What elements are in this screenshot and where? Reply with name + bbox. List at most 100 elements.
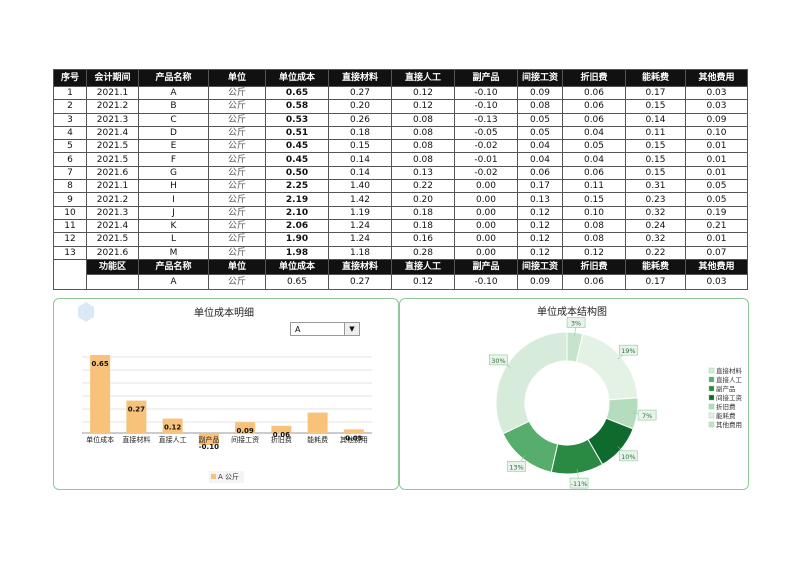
table-cell: 0.12 — [517, 245, 563, 260]
function-header-cell: 单位成本 — [265, 258, 329, 275]
table-cell: 1.18 — [328, 245, 392, 260]
table-cell: 2021.3 — [86, 112, 139, 127]
table-row: 10 2021.3 J 公斤 2.10 1.19 0.18 0.00 0.12 0.10 0.32 0… — [53, 205, 748, 220]
table-cell: 公斤 — [208, 139, 266, 154]
table-cell: 0.22 — [391, 179, 455, 194]
table-cell: 13 — [53, 245, 87, 260]
function-header-row: 功能区 产品名称 单位 单位成本 直接材料 直接人工 副产品 间接工资 折旧费 … — [53, 258, 748, 290]
table-cell: 0.12 — [391, 99, 455, 114]
table-cell: 1.40 — [328, 179, 392, 194]
table-cell: 0.00 — [454, 205, 518, 220]
table-cell: 2021.2 — [86, 99, 139, 114]
table-cell: 0.23 — [625, 192, 686, 207]
table-cell: 公斤 — [208, 245, 266, 260]
table-row: 9 2021.2 I 公斤 2.19 1.42 0.20 0.00 0.13 0.15 0.23 0.… — [53, 192, 748, 207]
table-cell: 2021.1 — [86, 179, 139, 194]
column-header: 序号 — [53, 69, 87, 87]
table-cell: 2 — [53, 99, 87, 114]
function-blank-cell — [53, 258, 87, 290]
table-cell: 0.51 — [265, 125, 329, 141]
table-cell: 0.32 — [625, 205, 686, 220]
donut-chart-panel — [399, 298, 749, 490]
table-cell: 0.12 — [562, 245, 626, 260]
table-cell: 0.01 — [685, 232, 748, 247]
table-cell: 0.10 — [562, 205, 626, 220]
table-cell: 0.07 — [685, 245, 748, 260]
table-cell: -0.10 — [454, 99, 518, 114]
table-cell: 2021.3 — [86, 205, 139, 220]
table-cell: 2.06 — [265, 218, 329, 234]
table-cell: 0.03 — [685, 99, 748, 114]
table-cell: 0.00 — [454, 245, 518, 260]
table-cell: 1.42 — [328, 192, 392, 207]
table-cell: 2.10 — [265, 205, 329, 220]
table-cell: 0.45 — [265, 152, 329, 167]
function-value-cell: -0.10 — [454, 273, 518, 290]
function-value-cell: 0.65 — [265, 273, 329, 290]
table-cell: 0.12 — [517, 232, 563, 247]
table-cell: 公斤 — [208, 125, 266, 141]
product-select[interactable]: A ▼ — [290, 322, 360, 336]
table-cell: 0.15 — [328, 139, 392, 154]
table-cell: -0.10 — [454, 85, 518, 101]
table-cell: 2021.6 — [86, 165, 139, 181]
table-cell: 0.53 — [265, 112, 329, 127]
table-cell: 公斤 — [208, 99, 266, 114]
table-cell: 0.12 — [517, 218, 563, 234]
table-cell: 4 — [53, 125, 87, 141]
table-cell: 0.14 — [625, 112, 686, 127]
table-cell: 0.06 — [562, 85, 626, 101]
table-cell: 0.08 — [517, 99, 563, 114]
table-cell: 1 — [53, 85, 87, 101]
table-cell: 0.11 — [625, 125, 686, 141]
bar-chart-title: 单位成本明细 — [194, 308, 254, 319]
table-cell: 11 — [53, 218, 87, 234]
table-cell: 5 — [53, 139, 87, 154]
table-cell: 6 — [53, 152, 87, 167]
table-cell: 0.18 — [391, 218, 455, 234]
table-cell: 公斤 — [208, 192, 266, 207]
table-cell: 公斤 — [208, 218, 266, 234]
table-cell: 0.11 — [562, 179, 626, 194]
table-cell: 0.03 — [685, 85, 748, 101]
function-value-cell: 0.27 — [328, 273, 392, 290]
table-cell: -0.13 — [454, 112, 518, 127]
column-header: 单位成本 — [265, 69, 329, 87]
function-value-cell: 0.06 — [562, 273, 626, 290]
function-header-cell: 单位 — [208, 258, 266, 275]
table-cell: -0.02 — [454, 165, 518, 181]
table-cell: 0.19 — [685, 205, 748, 220]
hexagon-shape-icon — [78, 302, 94, 322]
table-cell: 0.14 — [328, 152, 392, 167]
table-row: 7 2021.6 G 公斤 0.50 0.14 0.13 -0.02 0.06 0.06 0.15 0… — [53, 165, 748, 181]
table-row: 13 2021.6 M 公斤 1.98 1.18 0.28 0.00 0.12 0.12 0.22 0… — [53, 245, 748, 260]
cost-table: 序号 会计期间 产品名称 单位 单位成本 直接材料 直接人工 副产品 间接工资 折旧费 能耗费 其他费… — [53, 69, 748, 290]
table-cell: 0.28 — [391, 245, 455, 260]
table-cell: 公斤 — [208, 85, 266, 101]
table-cell: 0.58 — [265, 99, 329, 114]
table-cell: 0.08 — [391, 125, 455, 141]
table-cell: 0.17 — [625, 85, 686, 101]
table-header-row: 序号 会计期间 产品名称 单位 单位成本 直接材料 直接人工 副产品 间接工资 折旧费 能耗费 其他费… — [53, 69, 748, 87]
table-cell: 0.06 — [517, 165, 563, 181]
function-header-cell: 间接工资 — [517, 258, 563, 275]
table-cell: 0.08 — [391, 112, 455, 127]
table-row: 1 2021.1 A 公斤 0.65 0.27 0.12 -0.10 0.09 0.06 0.17 0… — [53, 85, 748, 101]
table-cell: 0.01 — [685, 165, 748, 181]
function-header-cell: 其他费用 — [685, 258, 748, 275]
function-value-product[interactable]: A — [138, 273, 209, 290]
table-cell: 0.22 — [625, 245, 686, 260]
table-cell: G — [138, 165, 209, 181]
table-cell: 0.16 — [391, 232, 455, 247]
table-cell: 0.12 — [391, 85, 455, 101]
chevron-down-icon[interactable]: ▼ — [344, 323, 359, 335]
function-value-cell: 0.03 — [685, 273, 748, 290]
table-cell: 10 — [53, 205, 87, 220]
table-cell: 0.00 — [454, 179, 518, 194]
donut-chart-title: 单位成本结构图 — [537, 307, 607, 318]
table-cell: 1.98 — [265, 245, 329, 260]
table-cell: 8 — [53, 179, 87, 194]
table-cell: 0.21 — [685, 218, 748, 234]
table-cell: 2021.6 — [86, 245, 139, 260]
table-cell: 公斤 — [208, 179, 266, 194]
